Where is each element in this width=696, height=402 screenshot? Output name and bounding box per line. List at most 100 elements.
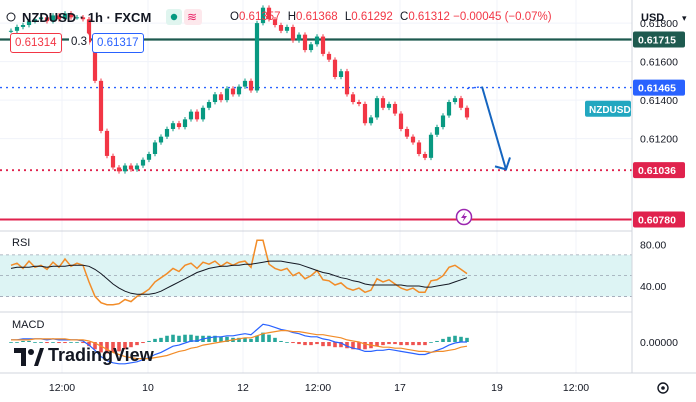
macd-histogram-bar [249,338,253,342]
candle-body [260,7,266,24]
change-value: −0.00045 (−0.07%) [453,11,552,23]
macd-histogram-bar [375,342,379,347]
lightning-icon[interactable] [455,208,473,226]
candle-body [254,23,260,91]
gear-icon[interactable] [657,382,669,394]
candle-body [380,98,386,108]
candle-body [68,13,74,18]
currency-label[interactable]: USD [641,12,664,24]
candle-body [146,154,152,160]
candle-body [134,165,140,170]
low-value: 0.61292 [351,11,393,23]
level-label-resistance: 0.61715 [633,31,685,48]
chevron-down-icon[interactable]: ▾ [682,13,687,23]
macd-histogram-bar [435,340,439,342]
tradingview-wordmark: TradingView [48,345,154,365]
candle-body [392,103,398,114]
macd-histogram-bar [273,337,277,342]
macd-histogram-bar [303,342,307,346]
level-label-bg [633,211,685,228]
level-label-text: 0.61036 [638,165,676,177]
symbol-label: NZDUSD · 1h · FXCM [22,10,152,25]
macd-histogram-bar [363,342,367,350]
candle-body [278,25,284,31]
time-tick-label: 10 [142,382,154,394]
projection-arrowhead [494,157,511,171]
macd-histogram-bar [153,338,157,342]
macd-histogram-bar [75,342,79,343]
candle-body [452,98,458,103]
rsi-title: RSI [12,237,30,249]
macd-histogram-bar [297,342,301,345]
ohlc-readout: O0.61357 H0.61368 L0.61292 C0.61312 −0.0… [230,11,552,23]
sell-button[interactable]: 0.61314 [10,33,62,53]
macd-histogram-bar [15,342,19,343]
candle-body [230,88,236,95]
candle-body [104,130,110,156]
candle-body [98,80,104,131]
candle-body [74,17,80,19]
candle-body [158,136,164,143]
macd-tick-label: 0.00000 [640,337,678,349]
price-tick-label: 0.61600 [640,57,678,69]
candle-body [344,71,350,95]
candle-body [32,19,38,22]
macd-histogram-bar [57,342,61,344]
macd-histogram-bar [129,342,133,348]
macd-histogram-bar [243,337,247,342]
collapse-icon[interactable] [6,12,16,22]
candle-body [362,103,368,124]
macd-histogram-bar [93,342,97,350]
price-axis: 0.61715 0.61465 0.61036 0.60780 NZDUSD 0.6180… [585,18,685,349]
candle-body [188,111,194,120]
level-label-bg [633,162,685,179]
macd-histogram-bar [147,340,151,342]
macd-histogram-bar [315,342,319,345]
macd-histogram-bar [111,342,115,353]
macd-histogram-bar [237,337,241,342]
chart-title[interactable]: NZDUSD · 1h · FXCM [22,10,151,25]
candle-body [350,94,356,103]
candle-body [440,115,446,128]
candle-body [164,128,170,137]
time-tick-label: 12:00 [49,382,75,394]
candle-body [50,15,56,22]
market-status-icon[interactable] [166,9,182,25]
macd-histogram-bar [453,335,457,342]
candle-body [44,17,50,22]
macd-histogram-bar [345,342,349,349]
candle-body [326,53,332,60]
time-tick-label: 19 [491,382,503,394]
time-tick-label: 17 [394,382,406,394]
macd-lines [9,323,469,365]
rsi-series-rsi [10,239,468,306]
candle-body [116,167,122,172]
macd-histogram-bar [135,342,139,346]
macd-histogram-bar [387,342,391,345]
candle-body [38,17,44,20]
macd-histogram-bar [321,342,325,347]
compare-icon[interactable]: ≋ [184,9,202,25]
macd-series-signal [11,330,468,360]
candle-body [266,7,272,20]
macd-histogram-bar [333,342,337,348]
macd-title: MACD [12,319,44,331]
buy-button[interactable]: 0.61317 [92,33,144,53]
candle-body [422,154,428,158]
macd-histogram-bar [27,340,31,342]
macd-histogram-bar [291,342,295,344]
candle-body [80,17,86,20]
macd-histogram-bar [9,342,13,343]
macd-histogram-bar [417,342,421,346]
candle-body [338,71,344,77]
rsi-band [0,254,632,297]
candle-body [410,136,416,143]
macd-histogram-bar [177,335,181,342]
macd-histogram-bar [351,342,355,350]
time-axis: 12:00 10 12 12:00 17 19 12:00 [49,382,589,394]
price-candles [8,5,470,174]
candle-body [404,128,410,137]
macd-histogram-bar [189,334,193,342]
macd-histogram-bar [123,342,127,350]
